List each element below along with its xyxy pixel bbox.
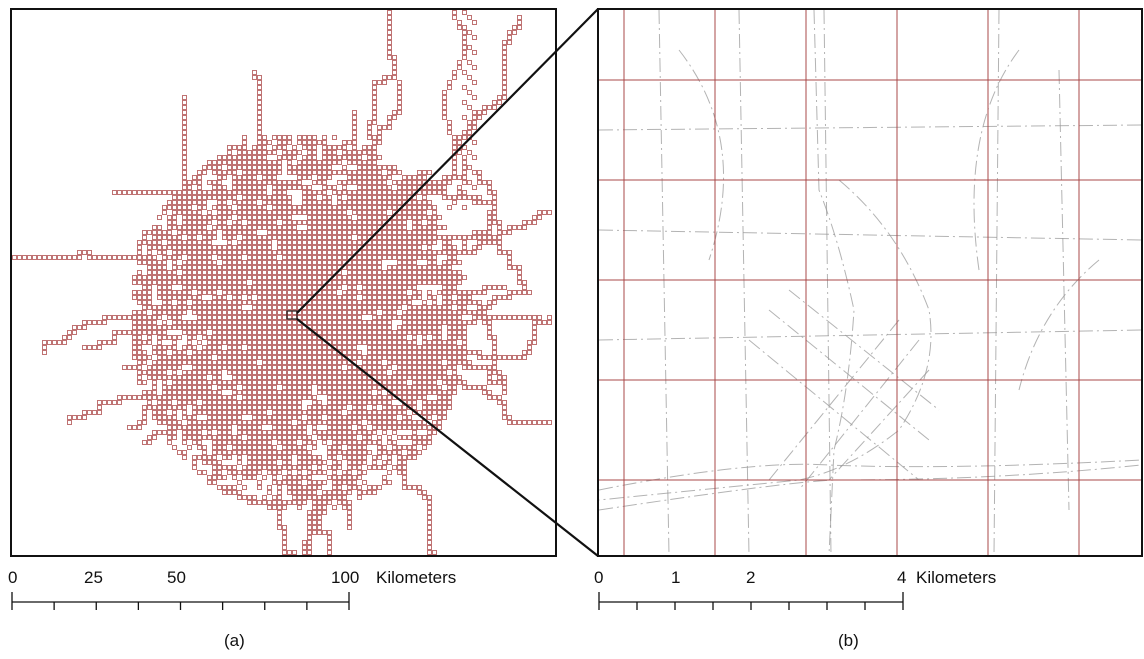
- map-panel-a: [10, 8, 557, 557]
- caption-b: (b): [838, 631, 859, 650]
- scale-bar-a: 0 25 50 100 Kilometers: [0, 565, 560, 635]
- scale-b-bar: [598, 592, 904, 610]
- scale-a-unit: Kilometers: [376, 568, 457, 587]
- scale-b-tick-0: 0: [594, 568, 604, 587]
- caption-a: (a): [224, 631, 245, 650]
- grid-cell-map: [12, 10, 552, 555]
- scale-a-tick-100: 100: [331, 568, 360, 587]
- scale-b-unit: Kilometers: [916, 568, 997, 587]
- scale-a-tick-25: 25: [84, 568, 103, 587]
- scale-a-bar: [11, 592, 350, 610]
- scale-bar-b: 0 1 2 4 Kilometers: [580, 565, 1140, 635]
- scale-b-tick-1: 1: [671, 568, 681, 587]
- scale-b-tick-4: 4: [897, 568, 907, 587]
- zoomed-street-map: [599, 10, 1141, 555]
- scale-a-tick-0: 0: [8, 568, 18, 587]
- map-panel-b: [597, 8, 1143, 557]
- scale-b-tick-2: 2: [746, 568, 756, 587]
- scale-a-tick-50: 50: [167, 568, 186, 587]
